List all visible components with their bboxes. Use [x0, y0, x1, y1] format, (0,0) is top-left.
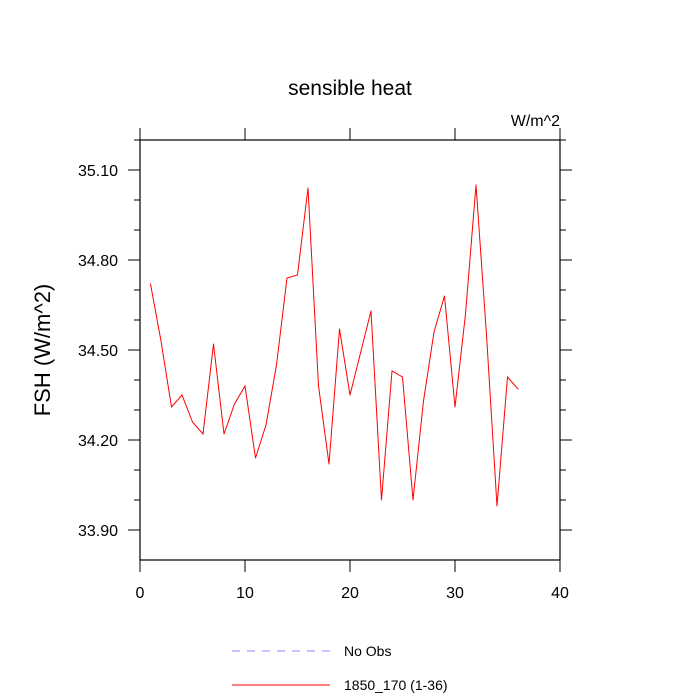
x-tick-label: 40: [551, 585, 569, 602]
data-point: [171, 406, 172, 408]
legend-label-no-obs: No Obs: [344, 643, 391, 659]
data-point: [381, 499, 382, 501]
data-point: [160, 340, 162, 342]
y-tick-label: 34.20: [78, 433, 118, 450]
data-point: [391, 370, 393, 372]
y-tick-label: 35.10: [78, 163, 118, 180]
x-tick-label: 0: [136, 585, 145, 602]
data-point: [244, 385, 246, 387]
x-tick-label: 20: [341, 585, 359, 602]
data-point: [360, 352, 361, 354]
axis-ticks: [128, 128, 572, 572]
y-tick-label: 34.80: [78, 253, 118, 270]
data-point: [150, 283, 151, 285]
data-point: [454, 406, 456, 408]
data-point: [370, 310, 372, 312]
y-axis-label: FSH (W/m^2): [30, 284, 55, 417]
legend: No Obs 1850_170 (1-36): [232, 643, 448, 693]
data-point: [286, 277, 288, 279]
data-point: [297, 274, 298, 276]
series-line: [150, 184, 519, 507]
data-point: [202, 433, 204, 435]
data-point: [328, 463, 330, 465]
plot-frame: [139, 139, 561, 561]
data-point: [517, 388, 519, 390]
data-point: [318, 385, 319, 387]
units-label: W/m^2: [511, 113, 560, 130]
data-point: [475, 184, 477, 186]
series-layer: [150, 184, 519, 507]
x-tick-label: 10: [236, 585, 254, 602]
data-point: [307, 187, 309, 189]
data-point: [223, 433, 225, 435]
data-point: [496, 505, 498, 507]
y-tick-label: 33.90: [78, 523, 118, 540]
data-point: [507, 376, 508, 378]
data-point: [444, 295, 445, 297]
tick-labels: 0 10 20 30 40 33.90 34.20 34.50 34.80 35.10: [78, 163, 569, 602]
data-point: [255, 457, 256, 459]
data-point: [234, 403, 235, 405]
chart-title: sensible heat: [288, 77, 412, 100]
data-point: [486, 334, 487, 336]
data-point: [181, 394, 183, 396]
legend-label-1850-170: 1850_170 (1-36): [344, 677, 448, 693]
data-point: [423, 400, 424, 402]
data-point: [265, 424, 267, 426]
data-point: [402, 376, 403, 378]
data-point: [192, 421, 193, 423]
x-tick-label: 30: [446, 585, 464, 602]
data-point: [412, 499, 414, 501]
data-point: [276, 364, 277, 366]
data-point: [433, 331, 435, 333]
data-point: [349, 394, 351, 396]
data-point: [465, 313, 466, 315]
y-tick-label: 34.50: [78, 343, 118, 360]
data-point: [339, 328, 340, 330]
data-point: [213, 343, 214, 345]
